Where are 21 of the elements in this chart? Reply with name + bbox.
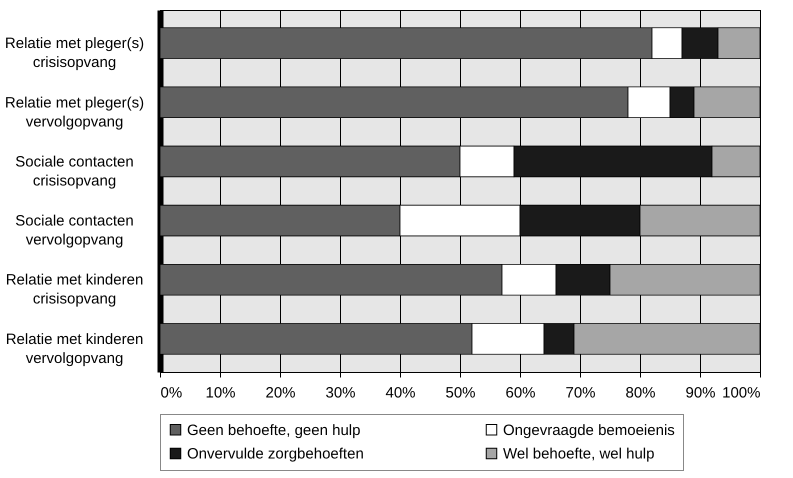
y-tick-label: Sociale contacten vervolgopvang [15, 212, 134, 249]
x-tick-label: 90% [685, 384, 716, 402]
x-tick-label: 100% [722, 384, 760, 402]
x-tick-label: 40% [385, 384, 416, 402]
y-tick-label: Relatie met pleger(s) crisisopvang [4, 35, 144, 72]
x-tick-label: 0% [160, 384, 182, 402]
legend-label: Ongevraagde bemoeienis [503, 422, 675, 439]
y-tick-label: Relatie met pleger(s) vervolgopvang [4, 94, 144, 130]
x-tick-label: 70% [565, 384, 596, 402]
x-tick-label: 20% [265, 384, 296, 402]
legend-label: Onvervulde zorgbehoeften [187, 446, 364, 462]
y-tick-label: Relatie met kinderen vervolgopvang [6, 330, 144, 367]
x-tick-label: 10% [205, 384, 236, 402]
y-tick-label: Relatie met kinderen crisisopvang [6, 272, 144, 308]
x-tick-label: 30% [325, 384, 356, 402]
x-tick-label: 80% [625, 384, 656, 402]
x-tick-label: 60% [505, 384, 536, 402]
legend-label: Wel behoefte, wel hulp [503, 446, 654, 462]
y-tick-label: Sociale contacten crisisopvang [15, 153, 134, 190]
legend-label: Geen behoefte, geen hulp [187, 422, 360, 439]
x-tick-label: 50% [445, 384, 476, 402]
